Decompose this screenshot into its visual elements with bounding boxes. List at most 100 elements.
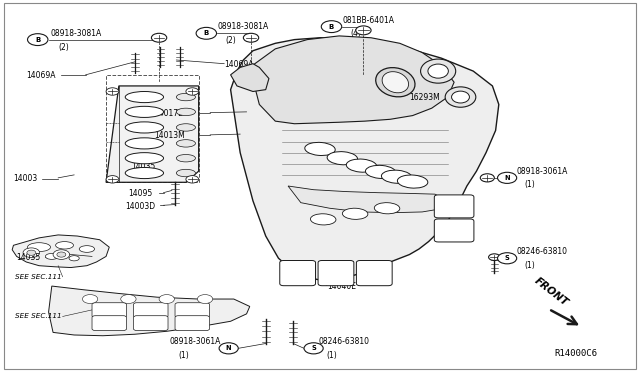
Bar [106, 75, 198, 182]
Circle shape [196, 28, 216, 39]
Text: 14013M: 14013M [154, 131, 185, 140]
Polygon shape [230, 38, 499, 280]
Circle shape [243, 33, 259, 42]
Ellipse shape [28, 243, 51, 251]
Text: S: S [505, 255, 509, 261]
FancyBboxPatch shape [435, 195, 474, 218]
FancyBboxPatch shape [134, 303, 168, 318]
Text: (4): (4) [351, 29, 362, 38]
Circle shape [497, 253, 516, 264]
Ellipse shape [176, 169, 195, 177]
Ellipse shape [452, 91, 469, 103]
Circle shape [23, 248, 40, 257]
Text: 14040E: 14040E [328, 282, 356, 291]
Polygon shape [230, 64, 269, 92]
Text: 14017E: 14017E [154, 109, 183, 118]
Ellipse shape [382, 72, 408, 93]
Text: 14095: 14095 [129, 189, 153, 198]
Circle shape [53, 250, 70, 259]
FancyBboxPatch shape [356, 260, 392, 286]
Circle shape [186, 176, 198, 183]
Text: FRONT: FRONT [532, 276, 570, 308]
Ellipse shape [176, 124, 195, 131]
FancyBboxPatch shape [175, 316, 209, 331]
Circle shape [106, 176, 119, 183]
Circle shape [186, 88, 198, 95]
Text: (1): (1) [524, 180, 535, 189]
Circle shape [106, 88, 119, 95]
Text: (1): (1) [178, 351, 189, 360]
Text: 14069A: 14069A [26, 71, 56, 80]
FancyBboxPatch shape [92, 316, 127, 331]
Circle shape [488, 254, 500, 260]
Text: 08918-3081A: 08918-3081A [51, 29, 102, 38]
Ellipse shape [397, 175, 428, 188]
Ellipse shape [79, 246, 95, 252]
Polygon shape [49, 286, 250, 336]
Text: 14035: 14035 [132, 162, 156, 171]
Text: 08246-63810: 08246-63810 [516, 247, 568, 256]
Ellipse shape [374, 203, 400, 214]
Text: 08918-3061A: 08918-3061A [170, 337, 221, 346]
Ellipse shape [176, 108, 195, 116]
Ellipse shape [45, 253, 58, 259]
Text: 08918-3081A: 08918-3081A [218, 22, 269, 32]
Circle shape [480, 174, 494, 182]
Circle shape [28, 34, 48, 45]
Text: SEE SEC.111: SEE SEC.111 [15, 314, 61, 320]
Text: 14003: 14003 [13, 174, 38, 183]
Circle shape [219, 343, 238, 354]
Ellipse shape [125, 106, 164, 118]
Ellipse shape [125, 138, 164, 149]
Circle shape [121, 295, 136, 304]
Ellipse shape [176, 140, 195, 147]
FancyBboxPatch shape [435, 219, 474, 242]
Polygon shape [106, 86, 198, 182]
Ellipse shape [346, 159, 377, 172]
Text: S: S [311, 345, 316, 351]
Text: N: N [504, 175, 510, 181]
Ellipse shape [381, 170, 412, 183]
Ellipse shape [376, 68, 415, 97]
Polygon shape [12, 235, 109, 267]
Text: (1): (1) [524, 261, 535, 270]
Ellipse shape [420, 59, 456, 83]
Circle shape [159, 295, 174, 304]
Text: 16293M: 16293M [410, 93, 440, 102]
Ellipse shape [125, 167, 164, 179]
Polygon shape [250, 36, 454, 124]
Ellipse shape [365, 165, 396, 179]
Circle shape [304, 343, 323, 354]
Text: 081BB-6401A: 081BB-6401A [343, 16, 395, 25]
Text: B: B [204, 30, 209, 36]
Text: 08918-3061A: 08918-3061A [516, 167, 568, 176]
Ellipse shape [327, 152, 358, 165]
Ellipse shape [310, 214, 336, 225]
Text: 14003D: 14003D [125, 202, 156, 211]
FancyBboxPatch shape [280, 260, 316, 286]
FancyBboxPatch shape [175, 303, 209, 318]
Circle shape [321, 21, 342, 33]
Circle shape [57, 252, 66, 257]
Ellipse shape [428, 64, 449, 78]
Text: (1): (1) [326, 351, 337, 360]
Ellipse shape [305, 142, 335, 155]
Text: B: B [35, 36, 40, 43]
FancyBboxPatch shape [92, 303, 127, 318]
Circle shape [497, 172, 516, 183]
Ellipse shape [125, 122, 164, 133]
Text: (2): (2) [225, 36, 236, 45]
Text: B: B [329, 24, 334, 30]
Circle shape [356, 26, 371, 35]
Text: (2): (2) [58, 42, 69, 52]
FancyBboxPatch shape [134, 316, 168, 331]
Circle shape [152, 33, 167, 42]
Text: N: N [226, 345, 232, 351]
Circle shape [197, 295, 212, 304]
Circle shape [27, 250, 36, 255]
Circle shape [83, 295, 98, 304]
FancyBboxPatch shape [318, 260, 354, 286]
Ellipse shape [125, 92, 164, 103]
Ellipse shape [69, 256, 79, 261]
Text: 08246-63810: 08246-63810 [319, 337, 370, 346]
